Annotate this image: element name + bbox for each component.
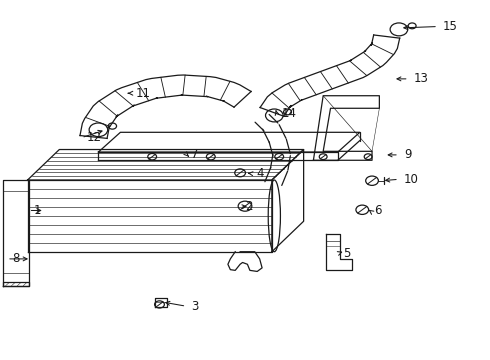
Text: 1: 1 <box>33 204 41 217</box>
Text: 11: 11 <box>136 87 151 100</box>
Text: 3: 3 <box>191 300 198 313</box>
Text: 7: 7 <box>191 148 199 161</box>
Text: 10: 10 <box>404 173 418 186</box>
Text: 15: 15 <box>443 20 458 33</box>
Text: 2: 2 <box>245 201 252 213</box>
Text: 8: 8 <box>12 252 19 265</box>
Text: 12: 12 <box>86 131 101 144</box>
Text: 5: 5 <box>343 247 350 260</box>
Text: 6: 6 <box>374 204 382 217</box>
Text: 9: 9 <box>404 148 411 161</box>
Text: 14: 14 <box>282 107 296 120</box>
Text: 13: 13 <box>414 72 428 85</box>
Text: 4: 4 <box>256 167 264 180</box>
